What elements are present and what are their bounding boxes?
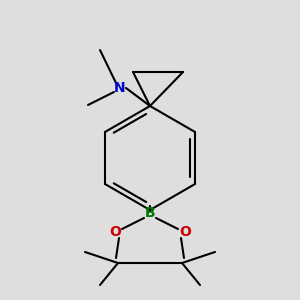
Text: B: B	[145, 206, 155, 220]
Text: O: O	[109, 225, 121, 239]
Text: N: N	[114, 81, 126, 95]
Text: O: O	[179, 225, 191, 239]
